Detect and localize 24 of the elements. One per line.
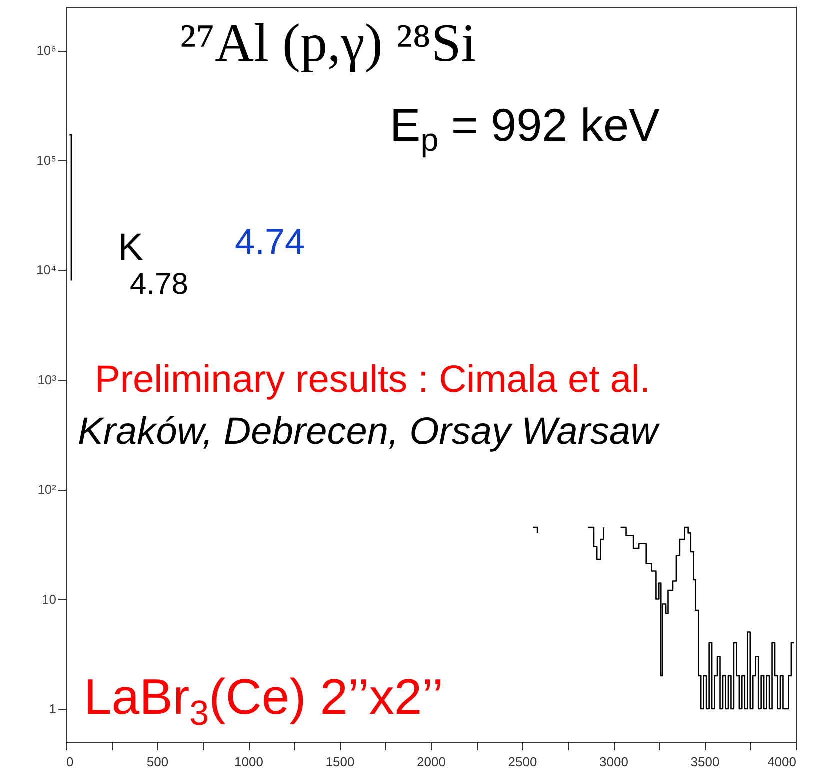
annotation: 4.74 bbox=[235, 221, 306, 262]
y-tick-label: 10⁶ bbox=[36, 43, 56, 58]
x-tick-label: 2500 bbox=[508, 754, 538, 770]
x-tick-label: 0 bbox=[66, 754, 74, 770]
annotation: 4.78 bbox=[130, 268, 188, 301]
x-tick-label: 2000 bbox=[417, 754, 446, 770]
x-tick-label: 4000 bbox=[768, 754, 796, 770]
annotation: LaBr$_{3}$(Ce) 2’’x2’’ bbox=[84, 669, 444, 734]
annotation: Kraków, Debrecen, Orsay Warsaw bbox=[78, 411, 658, 454]
chart-title: ²⁷Al (p,γ) ²⁸Si bbox=[180, 13, 476, 74]
y-tick-label: 10² bbox=[38, 482, 58, 498]
x-tick-label: 500 bbox=[146, 754, 169, 770]
annotation: Preliminary results : Cimala et al. bbox=[95, 359, 650, 402]
y-tick-label: 10³ bbox=[38, 372, 58, 388]
y-tick-label: 10 bbox=[42, 592, 56, 607]
y-tick-label: 1 bbox=[49, 701, 56, 716]
y-tick-label: 10⁵ bbox=[36, 152, 56, 168]
annotation: K bbox=[118, 227, 144, 270]
x-tick-label: 1000 bbox=[234, 754, 264, 770]
x-tick-label: 1500 bbox=[326, 754, 355, 770]
x-tick-label: 3000 bbox=[600, 754, 628, 770]
text: E$_{p}$ = 992 keV bbox=[390, 99, 660, 159]
x-tick-label: 3500 bbox=[690, 754, 720, 770]
y-tick-label: 10⁴ bbox=[36, 262, 56, 278]
